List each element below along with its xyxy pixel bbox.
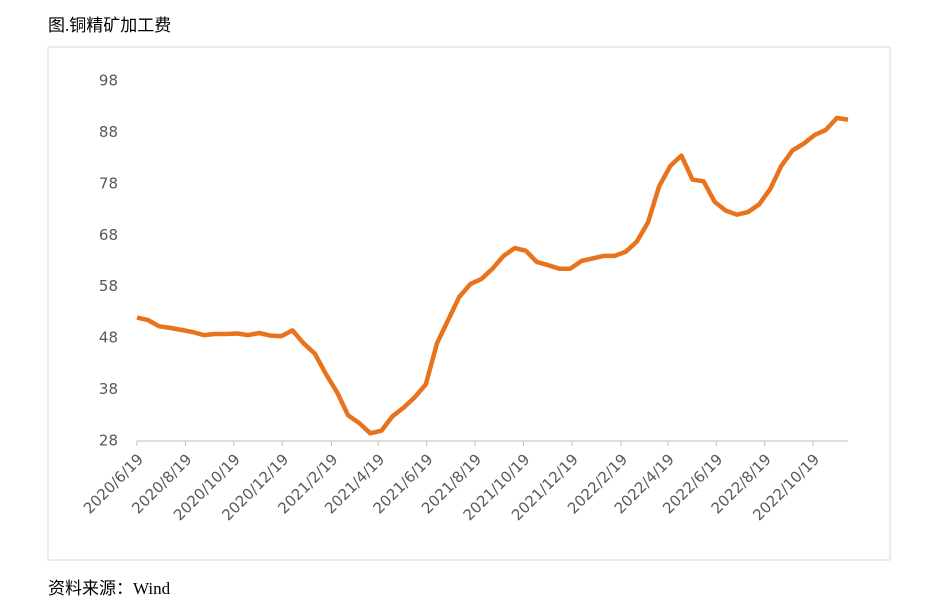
source: 资料来源：Wind — [48, 579, 171, 598]
y-tick-label: 48 — [99, 329, 118, 347]
y-tick-label: 68 — [99, 226, 118, 244]
chart-frame — [47, 46, 891, 561]
y-tick-label: 98 — [99, 72, 118, 90]
y-tick-label: 38 — [99, 380, 118, 398]
y-tick-label: 78 — [99, 174, 118, 192]
y-tick-label: 88 — [99, 123, 118, 141]
data-line — [136, 115, 849, 436]
y-tick-label: 28 — [99, 432, 118, 450]
y-tick-label: 58 — [99, 277, 118, 295]
chart-title: 图.铜精矿加工费 — [48, 16, 171, 35]
